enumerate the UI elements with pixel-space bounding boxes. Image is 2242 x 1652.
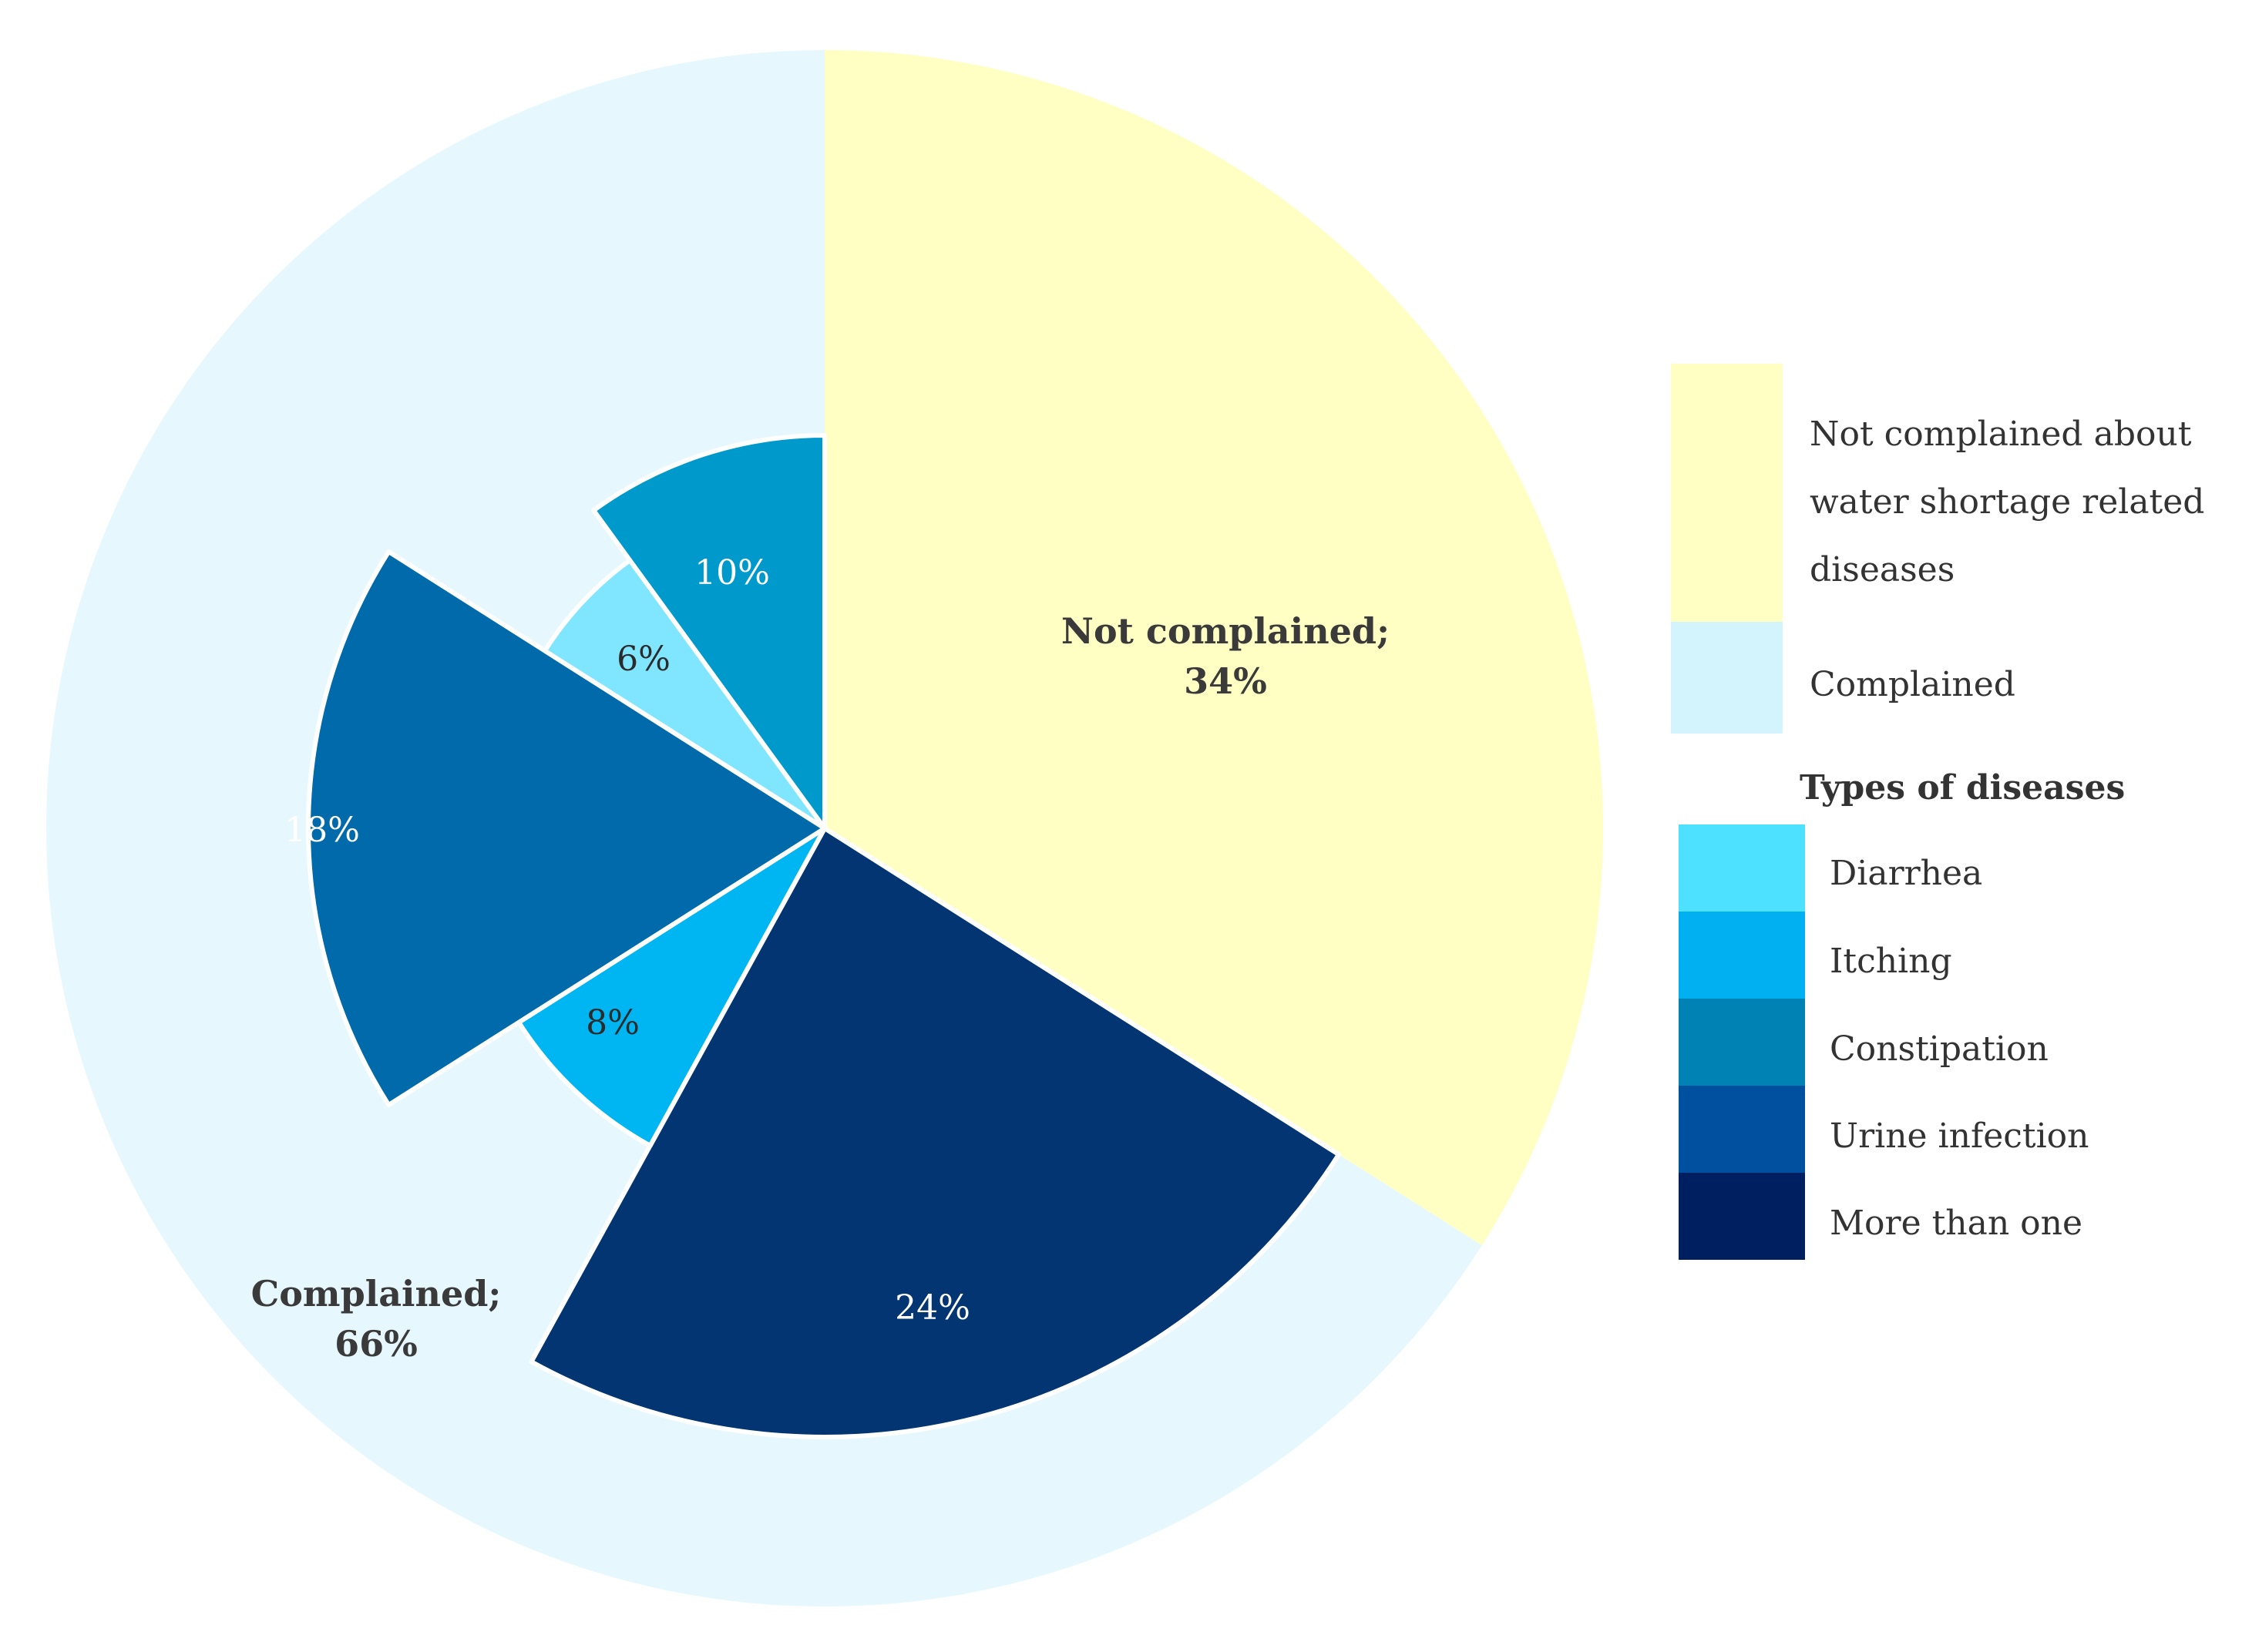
not-complained-pct: 34% — [1184, 660, 1267, 702]
legend-label-not-complained-line3: diseases — [1810, 550, 1955, 589]
slice-label-itching: 8% — [586, 1003, 640, 1043]
slice-label-constipation: 10% — [694, 553, 770, 593]
legend-swatch-urine-infection — [1679, 1086, 1805, 1173]
legend-swatch-not-complained — [1671, 364, 1783, 622]
inner-pie — [306, 433, 1341, 1440]
complained-label: Complained; — [251, 1273, 502, 1315]
legend-swatch-itching — [1679, 912, 1805, 999]
inner-slice-diarrhea — [542, 558, 827, 831]
legend-swatch-complained — [1671, 622, 1783, 734]
outer-slice-not-complained — [825, 49, 1604, 1246]
slice-label-diarrhea: 6% — [617, 640, 671, 679]
inner-slice-constipation — [591, 433, 827, 831]
legend-label-complained: Complained — [1810, 665, 2015, 704]
inner-slice-itching — [516, 826, 827, 1148]
slice-label-urine-infection: 18% — [284, 811, 360, 850]
legend-label-diarrhea: Diarrhea — [1830, 854, 1982, 893]
complained-pct: 66% — [334, 1323, 418, 1365]
legend-swatch-diarrhea — [1679, 824, 1805, 912]
legend-swatch-more-than-one — [1679, 1173, 1805, 1260]
legend-title-types-of-diseases: Types of diseases — [1800, 768, 2125, 808]
slice-label-more-than-one: 24% — [895, 1288, 970, 1328]
legend: Not complained about water shortage rela… — [1671, 364, 2204, 1260]
legend-label-not-complained-line2: water shortage related — [1810, 482, 2204, 522]
legend-label-more-than-one: More than one — [1830, 1204, 2082, 1243]
legend-label-urine-infection: Urine infection — [1830, 1116, 2089, 1156]
legend-label-not-complained-line1: Not complained about — [1810, 415, 2192, 454]
legend-label-constipation: Constipation — [1830, 1029, 2049, 1069]
legend-swatch-constipation — [1679, 999, 1805, 1086]
inner-slice-more-than-one — [529, 826, 1341, 1440]
legend-label-itching: Itching — [1830, 942, 1952, 981]
not-complained-label: Not complained; — [1061, 610, 1390, 652]
inner-slice-urine-infection — [306, 549, 827, 1107]
